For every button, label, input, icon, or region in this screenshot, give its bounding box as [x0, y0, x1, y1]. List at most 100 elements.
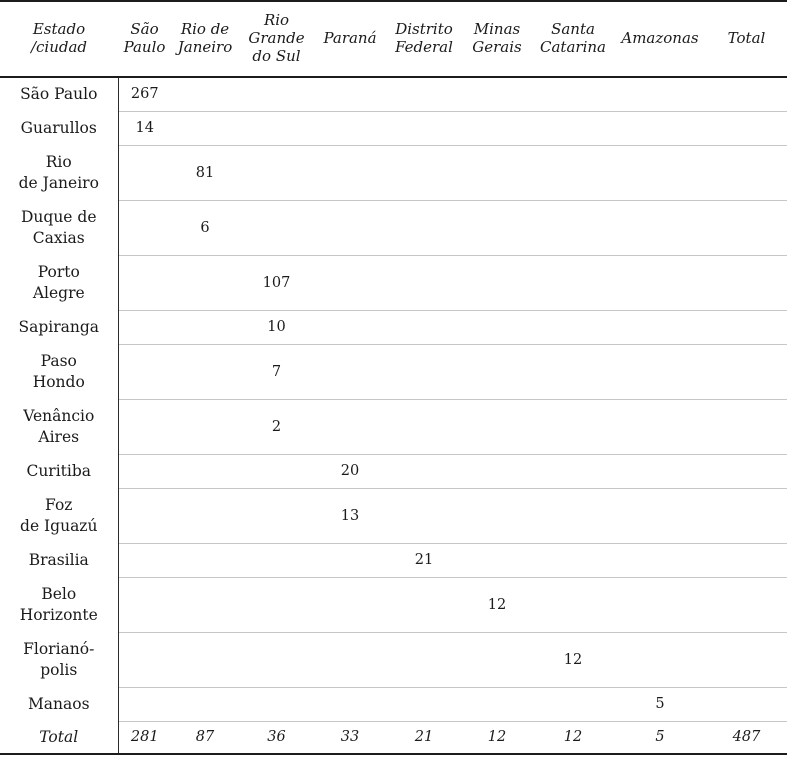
- table-row: Guarullos 14: [0, 110, 787, 145]
- value-cell: [614, 576, 706, 632]
- value-cell: [706, 453, 787, 488]
- value-cell: [462, 144, 532, 200]
- table-row: Paso Hondo 7: [0, 343, 787, 399]
- row-label: Florianó- polis: [0, 632, 119, 687]
- header-row: Estado /ciudad São Paulo Rio de Janeiro …: [0, 1, 787, 78]
- value-cell: [706, 398, 787, 454]
- value-cell: [462, 398, 532, 454]
- value-cell: [171, 686, 239, 721]
- value-cell: [706, 254, 787, 310]
- value-cell: [171, 631, 239, 687]
- table-row: Brasilia 21: [0, 542, 787, 577]
- value-cell: [239, 576, 314, 632]
- value-cell: [386, 453, 462, 488]
- value-cell: [706, 110, 787, 145]
- value-cell: 12: [532, 631, 614, 687]
- value-cell: [532, 487, 614, 543]
- value-cell: [462, 343, 532, 399]
- value-cell: [314, 254, 386, 310]
- value-cell: [171, 343, 239, 399]
- row-label: São Paulo: [0, 77, 119, 111]
- total-cell: 12: [462, 720, 532, 754]
- value-cell: [614, 542, 706, 577]
- value-cell: [532, 398, 614, 454]
- value-cell: [532, 77, 614, 111]
- value-cell: [239, 542, 314, 577]
- value-cell: [462, 254, 532, 310]
- value-cell: [532, 576, 614, 632]
- table-row: Florianó- polis 12: [0, 631, 787, 687]
- row-label: Manaos: [0, 687, 119, 721]
- row-label: Venâncio Aires: [0, 399, 119, 454]
- header-parana: Paraná: [314, 1, 386, 78]
- value-cell: [386, 254, 462, 310]
- table-row: Porto Alegre 107: [0, 254, 787, 310]
- value-cell: [706, 487, 787, 543]
- value-cell: [386, 398, 462, 454]
- value-cell: [614, 144, 706, 200]
- value-cell: [614, 398, 706, 454]
- value-cell: [462, 686, 532, 721]
- total-cell: 12: [532, 720, 614, 754]
- value-cell: [532, 199, 614, 255]
- value-cell: [118, 144, 171, 200]
- value-cell: [118, 542, 171, 577]
- value-cell: [462, 631, 532, 687]
- value-cell: [118, 576, 171, 632]
- value-cell: [462, 542, 532, 577]
- value-cell: [614, 199, 706, 255]
- value-cell: [386, 110, 462, 145]
- value-cell: [706, 144, 787, 200]
- table-row: Rio de Janeiro 81: [0, 144, 787, 200]
- value-cell: [532, 110, 614, 145]
- value-cell: [314, 542, 386, 577]
- value-cell: [386, 487, 462, 543]
- value-cell: [171, 542, 239, 577]
- value-cell: 81: [171, 144, 239, 200]
- row-label: Brasilia: [0, 543, 119, 577]
- value-cell: [614, 110, 706, 145]
- value-cell: [614, 453, 706, 488]
- value-cell: 5: [614, 686, 706, 721]
- value-cell: [314, 309, 386, 344]
- value-cell: [171, 254, 239, 310]
- value-cell: [706, 631, 787, 687]
- value-cell: [386, 309, 462, 344]
- value-cell: 6: [171, 199, 239, 255]
- value-cell: 7: [239, 343, 314, 399]
- table-row: Curitiba 20: [0, 453, 787, 488]
- value-cell: [118, 343, 171, 399]
- value-cell: 107: [239, 254, 314, 310]
- table-row: Foz de Iguazú 13: [0, 487, 787, 543]
- value-cell: [171, 110, 239, 145]
- value-cell: [239, 199, 314, 255]
- value-cell: [314, 343, 386, 399]
- value-cell: [171, 453, 239, 488]
- total-row: Total 281 87 36 33 21 12 12 5 487: [0, 720, 787, 754]
- value-cell: [462, 110, 532, 145]
- value-cell: [171, 309, 239, 344]
- value-cell: [118, 686, 171, 721]
- row-label: Porto Alegre: [0, 255, 119, 310]
- value-cell: [118, 398, 171, 454]
- value-cell: [386, 631, 462, 687]
- total-cell: 5: [614, 720, 706, 754]
- value-cell: [118, 309, 171, 344]
- value-cell: [171, 576, 239, 632]
- value-cell: [314, 110, 386, 145]
- table-row: Manaos 5: [0, 686, 787, 721]
- value-cell: 2: [239, 398, 314, 454]
- value-cell: 12: [462, 576, 532, 632]
- value-cell: [386, 77, 462, 111]
- value-cell: 20: [314, 453, 386, 488]
- value-cell: [386, 686, 462, 721]
- total-cell: 281: [118, 720, 171, 754]
- value-cell: [706, 686, 787, 721]
- value-cell: [706, 343, 787, 399]
- header-estado-ciudad: Estado /ciudad: [0, 1, 118, 78]
- value-cell: [706, 542, 787, 577]
- header-minas-gerais: Minas Gerais: [462, 1, 532, 78]
- grand-total-cell: 487: [706, 720, 787, 754]
- value-cell: [314, 576, 386, 632]
